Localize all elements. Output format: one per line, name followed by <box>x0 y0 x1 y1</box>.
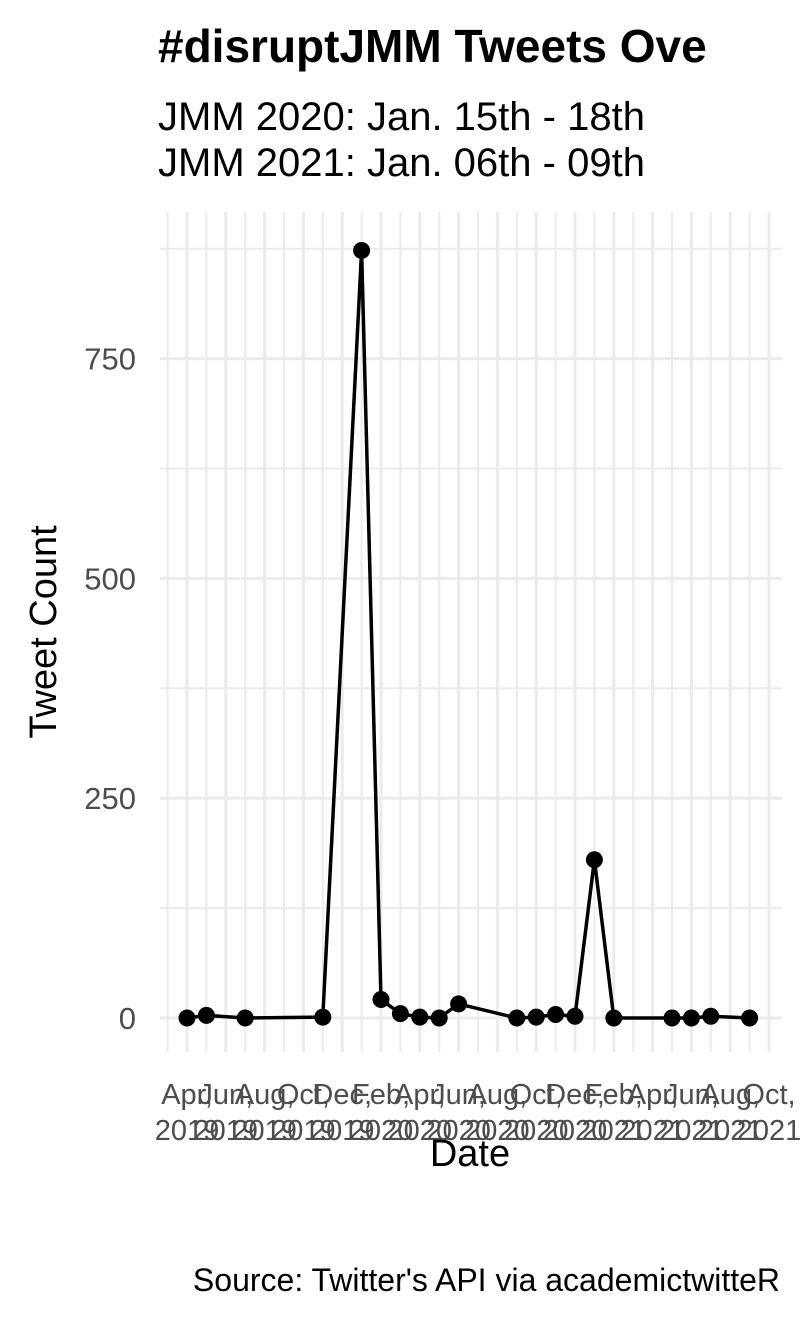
x-tick-label-year: 2020 <box>543 1115 608 1147</box>
x-tick-label-year: 2019 <box>194 1115 259 1147</box>
x-tick-label-year: 2021 <box>659 1115 724 1147</box>
data-point <box>372 991 390 1009</box>
x-tick-label-month: Aug, <box>235 1079 295 1111</box>
x-tick-label-month: Oct, <box>277 1079 330 1111</box>
x-tick-label-year: 2021 <box>620 1115 685 1147</box>
x-tick-label-month: Jun, <box>664 1079 719 1111</box>
x-tick-label-month: Feb, <box>352 1079 410 1111</box>
x-tick-label-month: Dec, <box>312 1079 372 1111</box>
data-point <box>605 1009 623 1027</box>
x-tick-label-year: 2019 <box>232 1115 297 1147</box>
x-tick-label-year: 2019 <box>310 1115 375 1147</box>
y-tick-label: 250 <box>84 781 136 816</box>
x-tick-label-year: 2021 <box>737 1115 802 1147</box>
x-tick-label-year: 2019 <box>155 1115 220 1147</box>
data-point <box>411 1008 429 1026</box>
data-point <box>547 1005 565 1023</box>
x-tick-label-month: Aug, <box>700 1079 760 1111</box>
x-tick-label-year: 2020 <box>426 1115 491 1147</box>
x-tick-label-month: Jun, <box>431 1079 486 1111</box>
x-axis-ticks: Apr, 2019 Jun, 2019 Aug, 2019 Oct, 2019 Dec, 2019… <box>155 1079 802 1147</box>
data-point <box>391 1005 409 1023</box>
chart-caption: Source: Twitter's API via academictwitte… <box>192 1262 780 1298</box>
x-tick-label-month: Dec, <box>545 1079 605 1111</box>
series-line <box>186 248 750 1020</box>
data-point <box>178 1009 196 1027</box>
chart-title: #disruptJMM Tweets Ove <box>158 20 707 72</box>
x-tick-label-year: 2019 <box>271 1115 336 1147</box>
data-point <box>508 1009 526 1027</box>
x-tick-label-year: 2020 <box>349 1115 414 1147</box>
y-axis-ticks: 0 250 500 750 <box>84 342 136 1036</box>
data-point <box>682 1009 700 1027</box>
data-point <box>663 1009 681 1027</box>
data-point <box>314 1008 332 1026</box>
data-point <box>353 241 371 259</box>
data-point <box>741 1009 759 1027</box>
data-point <box>702 1007 720 1025</box>
data-point <box>527 1008 545 1026</box>
chart-subtitle-line-2: JMM 2021: Jan. 06th - 09th <box>158 141 645 185</box>
chart-subtitle-line-1: JMM 2020: Jan. 15th - 18th <box>158 95 645 139</box>
series-points <box>178 241 759 1027</box>
x-tick-label-year: 2021 <box>582 1115 647 1147</box>
x-tick-label-year: 2020 <box>388 1115 453 1147</box>
data-point <box>197 1006 215 1024</box>
grid-lines <box>160 212 782 1052</box>
data-point <box>430 1009 448 1027</box>
x-tick-label-month: Jun, <box>198 1079 253 1111</box>
data-point <box>236 1009 254 1027</box>
data-point <box>450 995 468 1013</box>
data-point <box>585 851 603 869</box>
y-tick-label: 750 <box>84 342 136 377</box>
y-tick-label: 0 <box>119 1001 136 1036</box>
x-tick-label-month: Apr, <box>394 1079 446 1111</box>
x-tick-label-month: Feb, <box>585 1079 643 1111</box>
x-tick-label-year: 2021 <box>698 1115 763 1147</box>
y-axis-title: Tweet Count <box>23 525 65 739</box>
x-tick-label-month: Apr, <box>161 1079 213 1111</box>
series-line-path <box>186 248 750 1020</box>
y-tick-label: 500 <box>84 561 136 596</box>
x-tick-label-month: Oct, <box>510 1079 563 1111</box>
data-point <box>566 1007 584 1025</box>
x-tick-label-month: Apr, <box>627 1079 679 1111</box>
x-tick-label-year: 2020 <box>465 1115 530 1147</box>
x-tick-label-month: Oct, <box>742 1079 795 1111</box>
x-tick-label-month: Aug, <box>468 1079 528 1111</box>
x-axis-title: Date <box>430 1133 510 1175</box>
x-tick-label-year: 2020 <box>504 1115 569 1147</box>
